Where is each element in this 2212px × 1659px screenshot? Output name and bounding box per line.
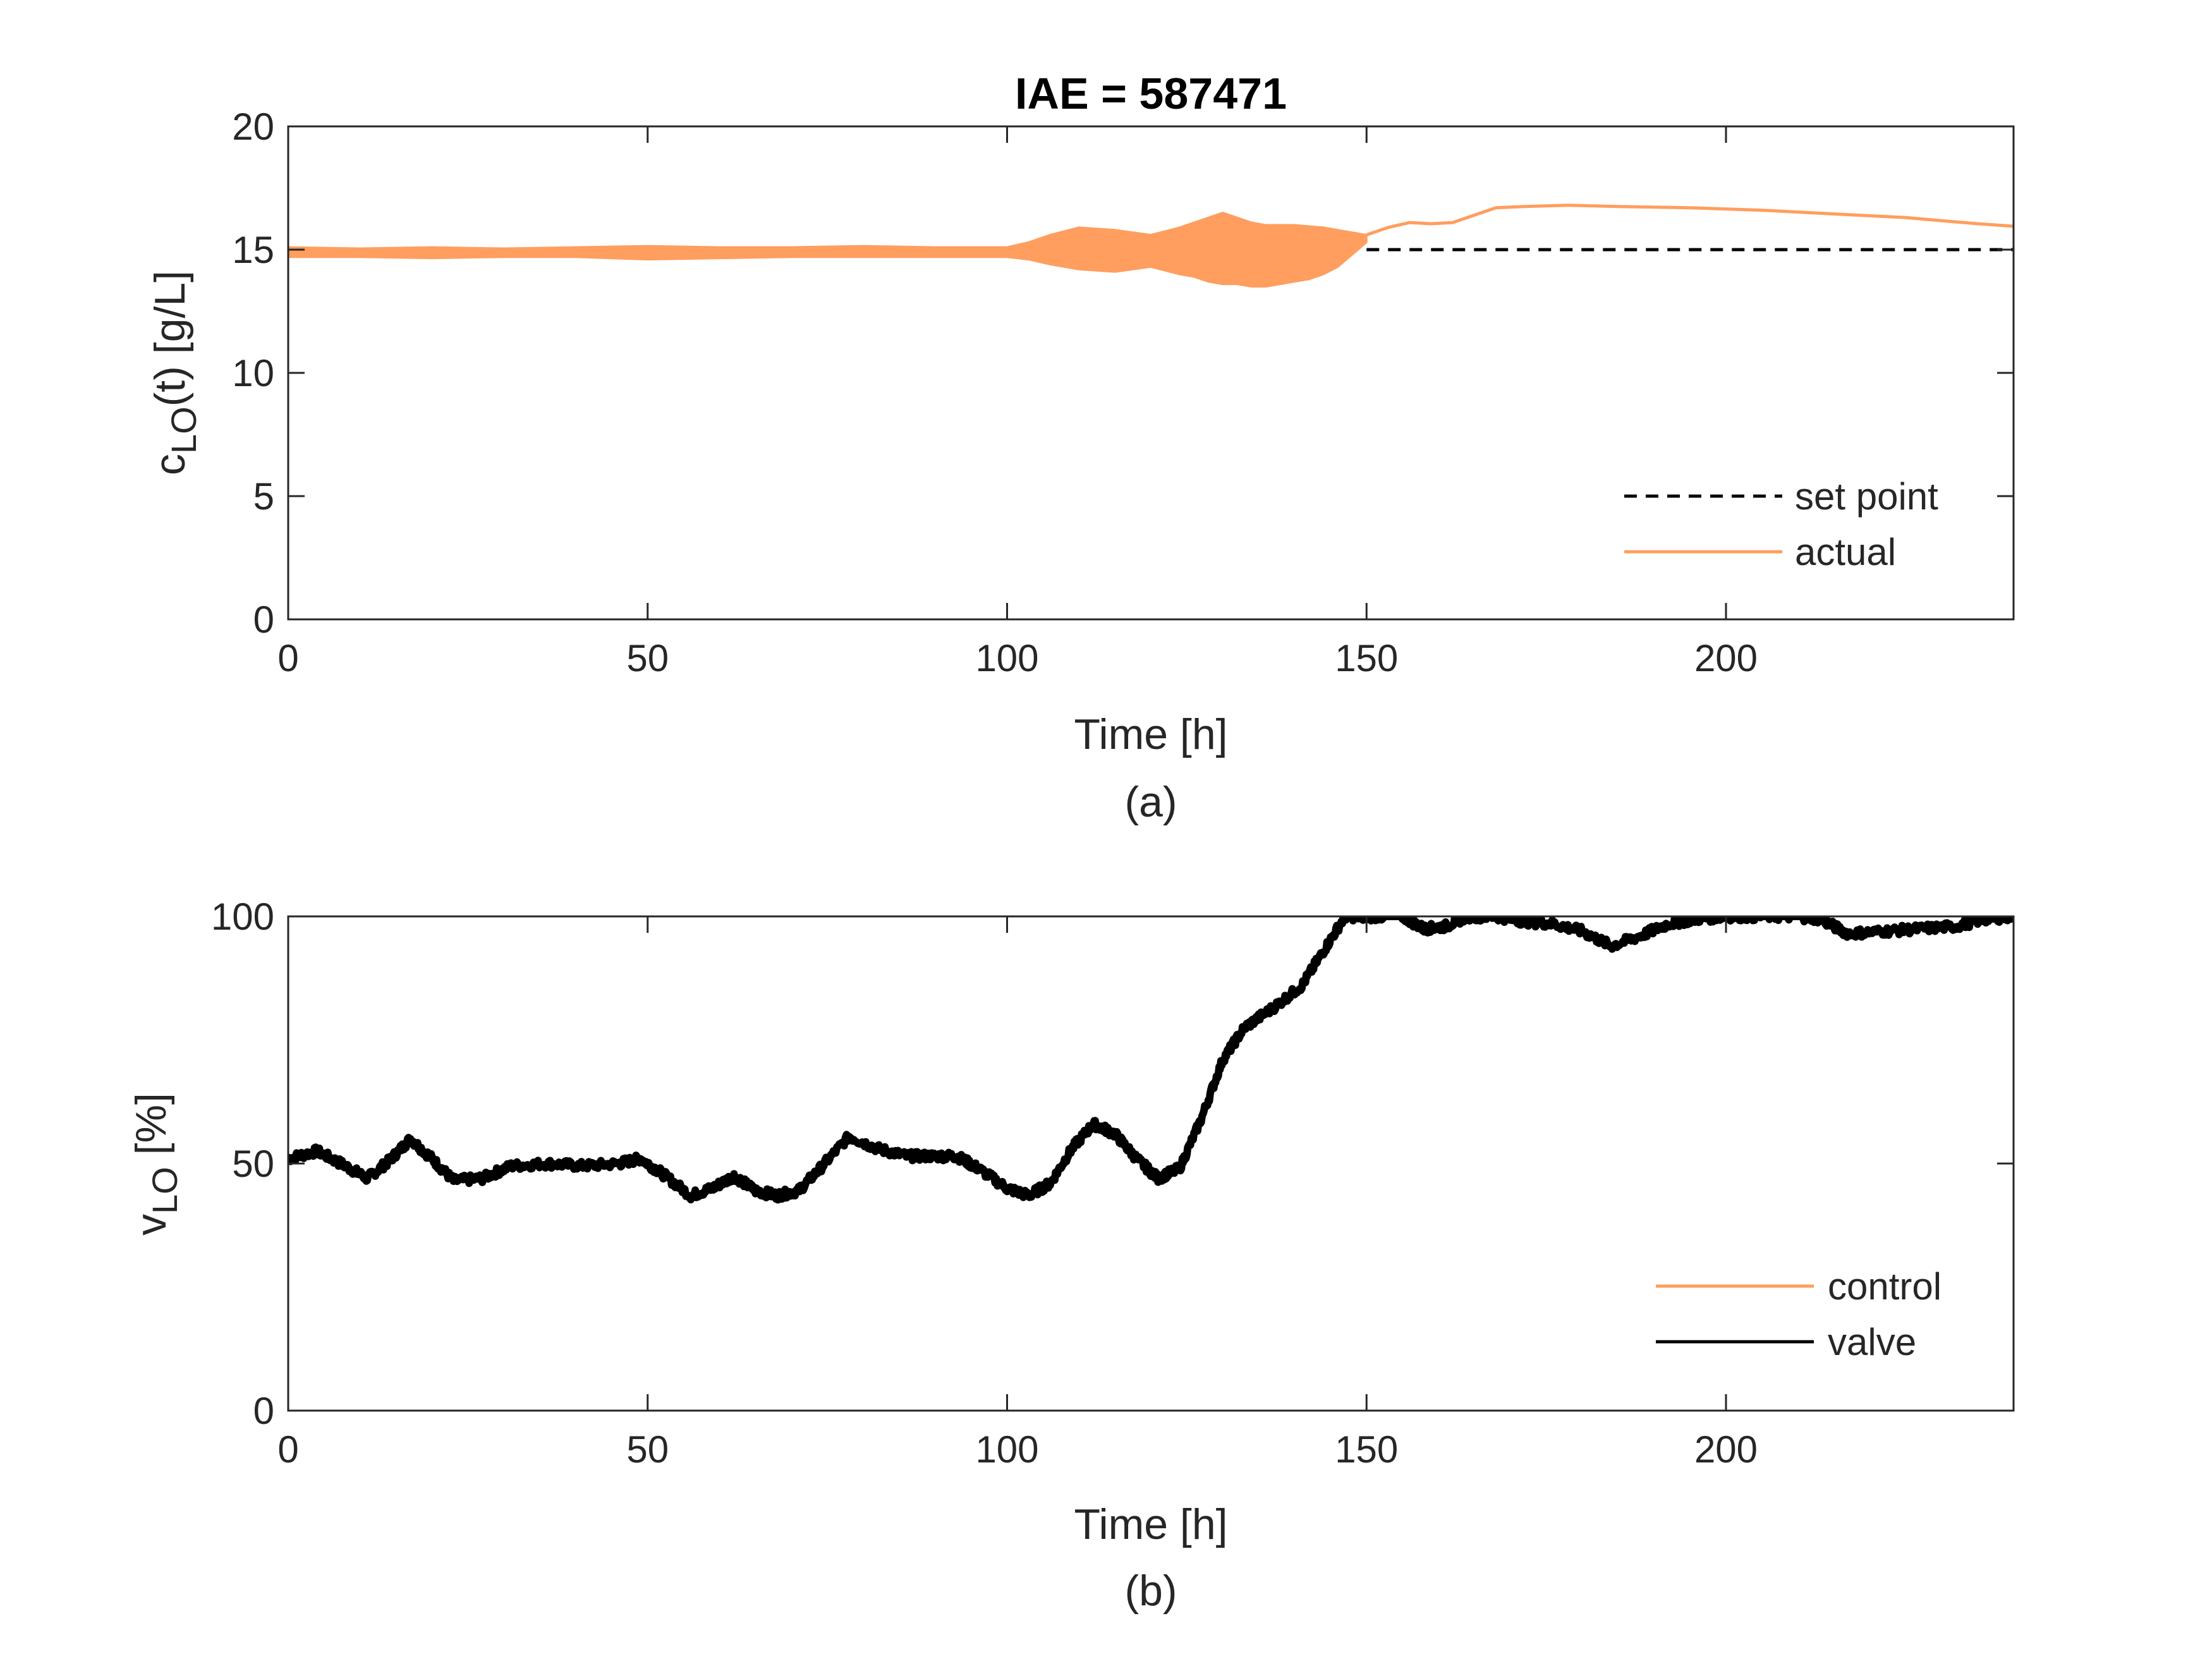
- panel-b-data: [288, 916, 2014, 1204]
- series-valve-line: [288, 916, 2014, 1204]
- panel-a-frame: [287, 125, 2015, 621]
- panel-b-x-tick-label: 150: [1335, 1428, 1398, 1471]
- panel-a-x-tick-label: 200: [1694, 637, 1758, 679]
- panel-a-y-tick-label: 10: [232, 352, 274, 394]
- legend-label-set-point: set point: [1795, 475, 1938, 518]
- panel-a-y-tick-label: 0: [253, 599, 274, 641]
- legend-label-actual: actual: [1795, 531, 1896, 573]
- panel-a-ticks: 0 50 100 150 200 0 5 10 15 20: [232, 106, 2014, 679]
- panel-b-ticks: 0 50 100 150 200 0 50 100: [211, 896, 2014, 1471]
- panel-b-y-tick-label: 50: [232, 1143, 274, 1185]
- panel-a-label: (a): [1124, 778, 1177, 826]
- panel-a-data: [288, 204, 2014, 288]
- panel-a: 0 50 100 150 200 0 5 10 15 20 IAE = 587471 Time […: [146, 69, 2015, 826]
- series-actual-oscillation-band: [288, 211, 1368, 288]
- panel-b-x-tick-label: 50: [626, 1428, 669, 1471]
- series-actual-line: [1366, 204, 2014, 236]
- panel-a-y-axis-label: cLO(t) [g/L]: [146, 270, 204, 475]
- panel-a-title: IAE = 587471: [1015, 69, 1287, 118]
- panel-b-x-tick-label: 100: [975, 1428, 1038, 1471]
- panel-a-x-tick-label: 100: [975, 637, 1038, 679]
- panel-a-x-axis-label: Time [h]: [1074, 710, 1227, 758]
- panel-a-x-tick-label: 150: [1335, 637, 1398, 679]
- panel-b-label: (b): [1124, 1567, 1177, 1615]
- panel-b-x-tick-label: 200: [1694, 1428, 1758, 1471]
- panel-b-y-tick-label: 0: [253, 1390, 274, 1432]
- panel-b-x-axis-label: Time [h]: [1074, 1500, 1227, 1548]
- legend-label-control: control: [1828, 1265, 1942, 1308]
- panel-b-x-tick-label: 0: [277, 1428, 298, 1471]
- panel-a-legend: set point actual: [1624, 475, 1938, 573]
- legend-label-valve: valve: [1828, 1321, 1916, 1363]
- panel-a-y-tick-label: 15: [232, 229, 274, 271]
- panel-a-x-tick-label: 50: [626, 637, 669, 679]
- panel-b-y-tick-label: 100: [211, 896, 274, 938]
- panel-a-y-tick-label: 5: [253, 475, 274, 518]
- panel-a-x-tick-label: 0: [277, 637, 298, 679]
- panel-b-y-axis-label: vLO [%]: [127, 1093, 185, 1236]
- panel-a-y-tick-label: 20: [232, 106, 274, 148]
- panel-b-legend: control valve: [1656, 1265, 1942, 1363]
